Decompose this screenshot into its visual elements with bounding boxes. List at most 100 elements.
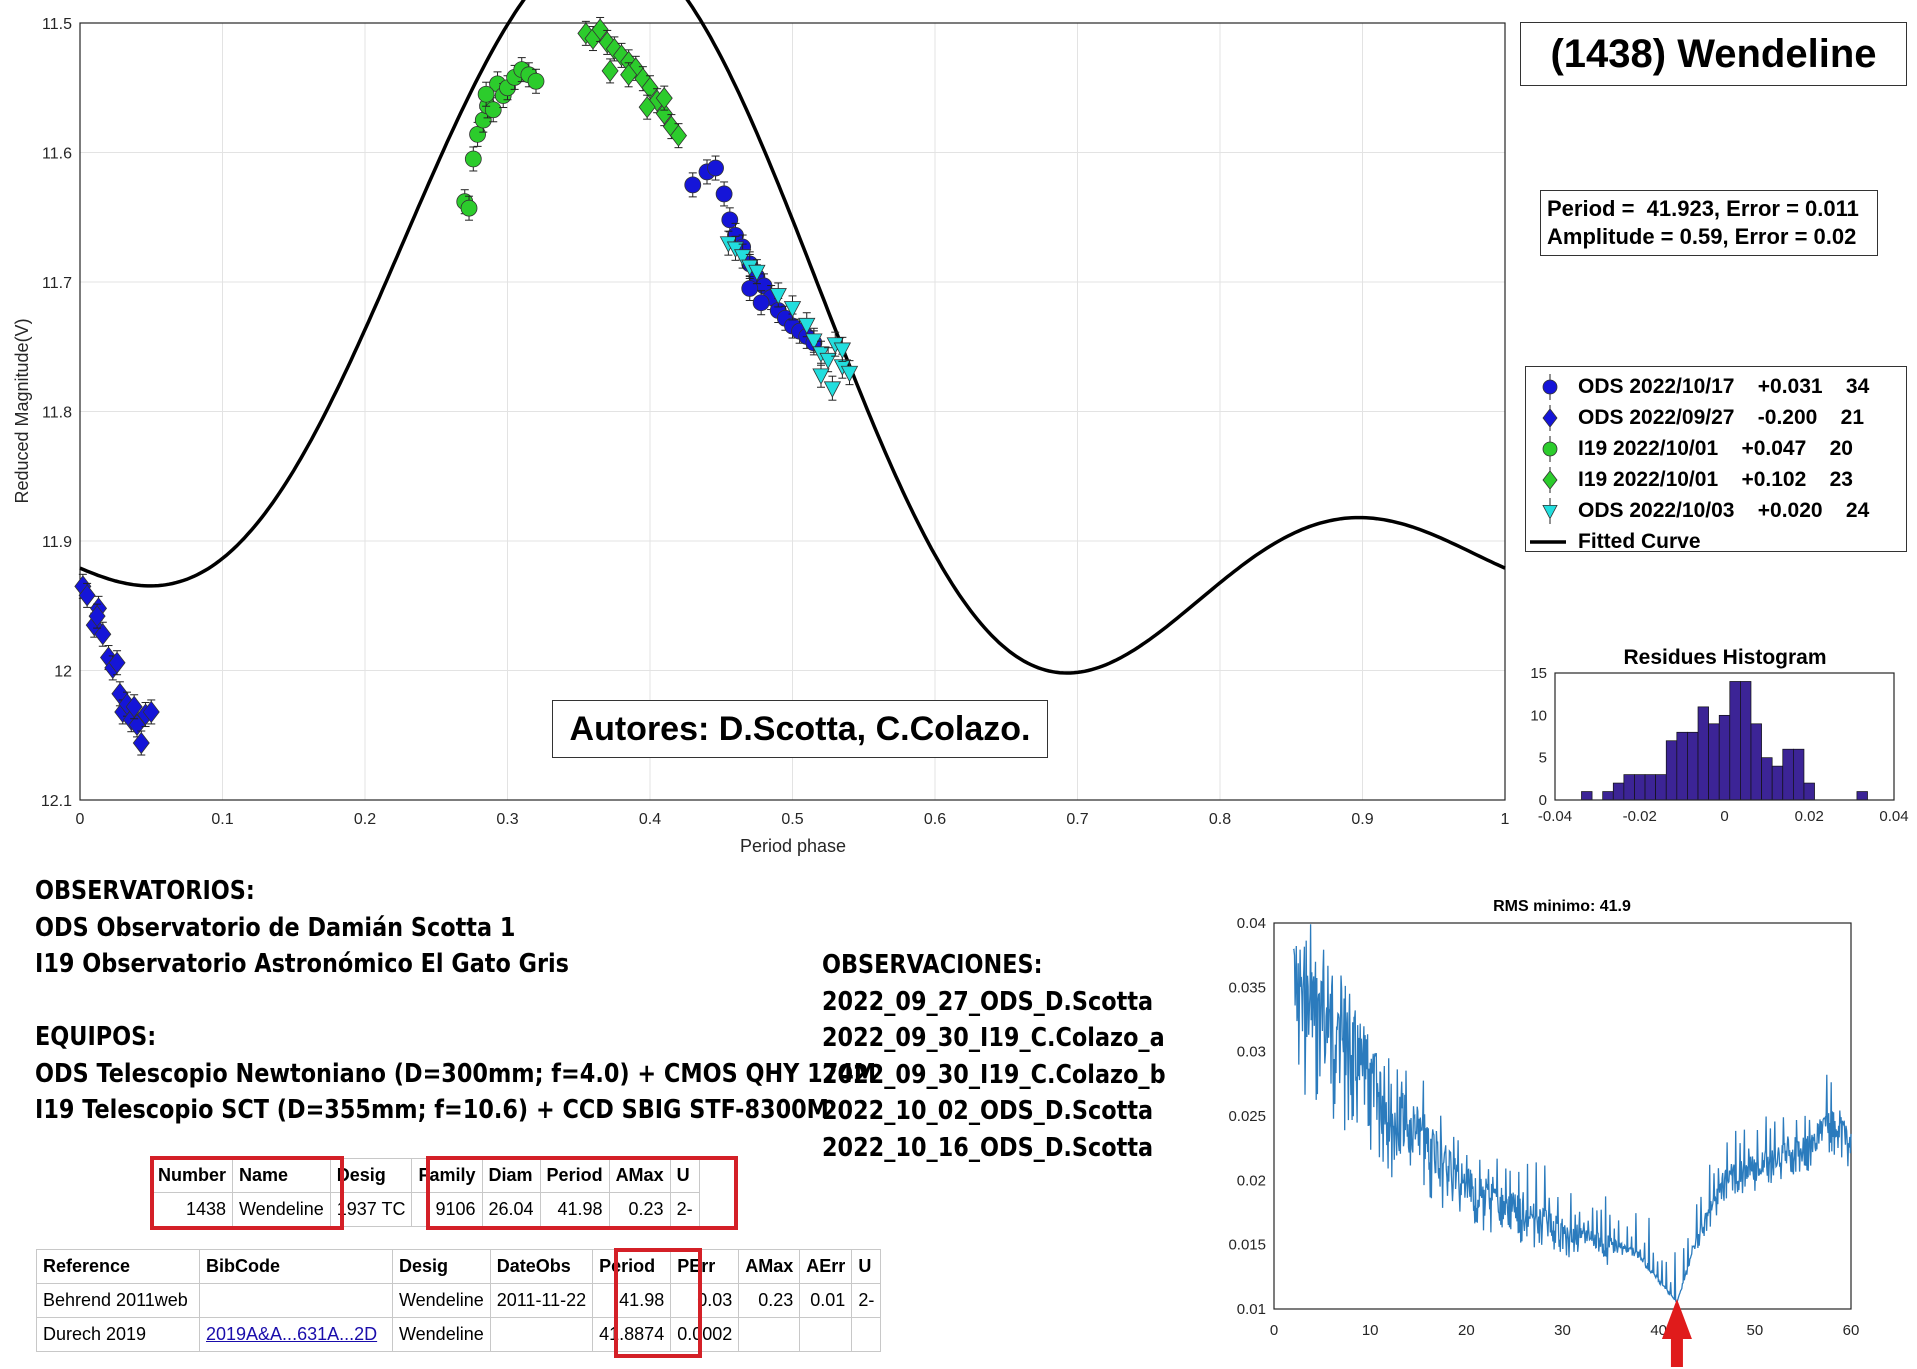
- table-cell: 2011-11-22: [489, 1283, 594, 1318]
- data-point: [741, 275, 759, 301]
- col-header: Period: [592, 1249, 672, 1284]
- col-header: AMax: [608, 1158, 671, 1193]
- bibcode-link[interactable]: 2019A&A...631A...2D: [199, 1317, 393, 1352]
- data-point: [783, 295, 802, 321]
- data-point: [78, 582, 96, 608]
- data-point: [769, 282, 787, 308]
- col-header: Desig: [392, 1249, 491, 1284]
- histogram-bar: [1581, 791, 1593, 801]
- data-point: [669, 123, 688, 149]
- x-tick-label: 0.8: [1209, 811, 1231, 828]
- histogram-bar: [1602, 791, 1614, 801]
- table-cell: [738, 1317, 801, 1352]
- amplitude-text: Amplitude = 0.59, Error = 0.02: [1547, 224, 1857, 249]
- data-point: [577, 20, 595, 46]
- col-header: U: [669, 1158, 700, 1193]
- y-tick-label: 0.02: [1237, 1172, 1266, 1189]
- info-line: ODS Telescopio Newtoniano (D=300mm; f=4.…: [35, 1058, 877, 1089]
- info-line: I19 Observatorio Astronómico El Gato Gri…: [35, 949, 569, 979]
- info-line: 2022_09_27_ODS_D.Scotta: [822, 986, 1154, 1017]
- histogram-bar: [1665, 740, 1678, 801]
- legend-marker-icon: [1542, 436, 1558, 462]
- histogram-bar: [1612, 782, 1625, 801]
- observations-info: OBSERVACIONES: 2022_09_27_ODS_D.Scotta 2…: [822, 947, 1166, 1166]
- histogram-bar: [1708, 723, 1720, 801]
- period-references-table: Reference BibCode Desig DateObs Period P…: [36, 1249, 882, 1352]
- histogram-bar: [1750, 723, 1762, 801]
- fitted-curve: [79, 0, 1506, 675]
- lightcurve-axes-box: [79, 22, 1506, 801]
- y-tick-label: 0.04: [1237, 915, 1266, 932]
- period-text: Period = 41.923, Error = 0.011: [1547, 196, 1859, 221]
- histogram-bar: [1782, 748, 1794, 801]
- table-cell: Durech 2019: [36, 1317, 200, 1352]
- info-line: 2022_10_02_ODS_D.Scotta: [822, 1096, 1154, 1126]
- x-tick-label: 20: [1458, 1322, 1475, 1339]
- y-tick-label: 11.6: [42, 146, 72, 163]
- y-tick-label: 15: [1530, 665, 1547, 682]
- col-header: Diam: [481, 1158, 541, 1193]
- x-tick-label: 0.2: [354, 811, 376, 828]
- table-header-row: Reference BibCode Desig DateObs Period P…: [36, 1249, 882, 1284]
- minimum-arrow-icon: [1661, 1299, 1692, 1367]
- y-tick-label: 5: [1539, 750, 1547, 767]
- rms-ticks: 0 10 20 30 40 50 60 0.01 0.015 0.02 0.025 0.03 0.035…: [1228, 915, 1859, 1339]
- legend-marker-icon: [1542, 405, 1558, 431]
- histogram-bar: [1697, 706, 1709, 801]
- data-point: [833, 336, 852, 362]
- table-row: Durech 2019 2019A&A...631A...2D Wendelin…: [36, 1317, 882, 1352]
- histogram-bar: [1676, 731, 1688, 801]
- y-tick-label: 11.7: [42, 275, 72, 292]
- y-tick-label: 10: [1530, 707, 1547, 724]
- y-tick-label: 0.035: [1228, 979, 1266, 996]
- legend: ODS 2022/10/17 +0.031 34 ODS 2022/09/27 -…: [1525, 366, 1907, 553]
- table-cell: 0.23: [738, 1283, 801, 1318]
- data-point: [88, 603, 106, 629]
- table-cell: Wendeline: [392, 1317, 491, 1352]
- col-header: Reference: [36, 1249, 200, 1284]
- histogram-bar: [1803, 782, 1815, 801]
- data-point: [812, 362, 830, 388]
- info-line: 2022_09_30_I19_C.Colazo_a: [822, 1023, 1165, 1053]
- highlight-period-column: [614, 1248, 702, 1358]
- col-header: PErr: [670, 1249, 740, 1284]
- rms-chart: RMS minimo: 41.9 0 10 20 30 40 50 600.010.0150…: [1228, 898, 1859, 1367]
- data-point: [601, 58, 619, 84]
- col-header: BibCode: [199, 1249, 393, 1284]
- y-tick-label: 0.025: [1228, 1108, 1266, 1125]
- lightcurve-ylabel: Reduced Magnitude(V): [12, 318, 32, 503]
- authors-box: Autores: D.Scotta, C.Colazo.: [552, 700, 1048, 758]
- data-point: [655, 85, 673, 111]
- info-line: EQUIPOS:: [35, 1022, 157, 1052]
- table-cell: 0.01: [799, 1283, 853, 1318]
- data-point: [108, 650, 126, 676]
- table-row: Behrend 2011web Wendeline 2011-11-22 41.…: [36, 1283, 882, 1318]
- table-cell: Wendeline: [392, 1283, 491, 1318]
- histogram-bar: [1644, 774, 1656, 801]
- y-tick-label: 11.8: [42, 405, 72, 422]
- table-cell: 2-: [851, 1283, 882, 1318]
- table-cell: 41.98: [592, 1283, 672, 1318]
- table-cell: Behrend 2011web: [36, 1283, 200, 1318]
- data-point: [684, 172, 702, 198]
- legend-label: I19 2022/10/01 +0.047 20: [1578, 436, 1853, 460]
- legend-entry: ODS 2022/09/27 -0.200 21: [1526, 402, 1906, 433]
- x-tick-label: 0.9: [1351, 811, 1373, 828]
- info-line: OBSERVATORIOS:: [35, 876, 255, 906]
- y-tick-label: 0.015: [1228, 1237, 1266, 1254]
- info-line: I19 Telescopio SCT (D=355mm; f=10.6) + C…: [35, 1095, 829, 1125]
- histogram-bars: [1581, 681, 1868, 801]
- data-point: [707, 155, 724, 181]
- y-tick-label: 11.5: [42, 16, 72, 33]
- highlight-family-period: [426, 1156, 738, 1230]
- info-line: ODS Observatorio de Damián Scotta 1: [35, 912, 516, 943]
- x-tick-label: 0.6: [924, 811, 946, 828]
- data-point: [798, 312, 816, 338]
- rms-axes-box: [1273, 922, 1852, 1310]
- histogram-bar: [1718, 714, 1731, 801]
- histogram-bar: [1771, 765, 1784, 801]
- y-tick-label: 11.9: [42, 534, 72, 551]
- data-point: [464, 146, 482, 172]
- legend-label: ODS 2022/09/27 -0.200 21: [1578, 405, 1865, 429]
- legend-marker-icon: [1542, 374, 1558, 400]
